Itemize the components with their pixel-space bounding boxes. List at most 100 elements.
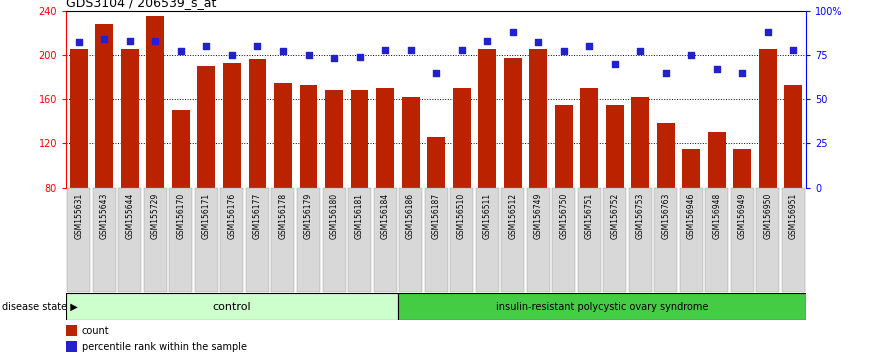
Point [710, 66, 724, 72]
Point [301, 52, 315, 58]
Text: GSM156176: GSM156176 [227, 193, 236, 239]
Text: GSM156950: GSM156950 [763, 193, 773, 239]
Point [582, 43, 596, 49]
Bar [348, 188, 371, 292]
Bar [374, 188, 396, 292]
Point [174, 48, 188, 54]
Text: insulin-resistant polycystic ovary syndrome: insulin-resistant polycystic ovary syndr… [496, 302, 708, 312]
Bar [223, 63, 241, 188]
Text: GSM156184: GSM156184 [381, 193, 389, 239]
Bar [66, 325, 78, 336]
Bar [70, 49, 88, 188]
Point [480, 38, 494, 44]
Point [225, 52, 239, 58]
Bar [197, 66, 215, 188]
Text: GSM155729: GSM155729 [151, 193, 159, 239]
Bar [476, 188, 499, 292]
Text: GSM156187: GSM156187 [432, 193, 440, 239]
Point [378, 47, 392, 52]
Bar [603, 188, 626, 292]
Bar [427, 137, 445, 188]
Text: GSM156948: GSM156948 [713, 193, 722, 239]
Text: GSM156177: GSM156177 [253, 193, 262, 239]
Bar [66, 293, 398, 320]
Bar [425, 188, 448, 292]
Bar [629, 188, 652, 292]
Bar [144, 188, 167, 292]
Bar [478, 49, 496, 188]
Text: GSM156749: GSM156749 [534, 193, 543, 239]
Text: GSM155643: GSM155643 [100, 193, 109, 239]
Text: GSM156186: GSM156186 [406, 193, 415, 239]
Bar [398, 293, 806, 320]
Bar [450, 188, 473, 292]
Bar [527, 188, 550, 292]
Text: GSM156511: GSM156511 [483, 193, 492, 239]
Bar [759, 49, 777, 188]
Bar [402, 97, 419, 188]
Bar [757, 188, 780, 292]
Text: GSM156753: GSM156753 [636, 193, 645, 239]
Text: GSM155644: GSM155644 [125, 193, 135, 239]
Bar [552, 188, 575, 292]
Bar [657, 124, 675, 188]
Text: percentile rank within the sample: percentile rank within the sample [82, 342, 247, 352]
Bar [271, 188, 294, 292]
Bar [453, 88, 470, 188]
Text: GSM156752: GSM156752 [611, 193, 619, 239]
Bar [606, 105, 624, 188]
Point [327, 56, 341, 61]
Point [761, 29, 775, 35]
Bar [632, 97, 649, 188]
Bar [581, 88, 598, 188]
Text: GSM156951: GSM156951 [788, 193, 798, 239]
Point [787, 47, 801, 52]
Point [633, 48, 648, 54]
Bar [731, 188, 754, 292]
Bar [322, 188, 345, 292]
Bar [248, 59, 266, 188]
Point [352, 54, 366, 59]
Bar [529, 49, 547, 188]
Point [250, 43, 264, 49]
Text: GSM155631: GSM155631 [74, 193, 84, 239]
Text: count: count [82, 326, 109, 336]
Bar [555, 105, 573, 188]
Bar [297, 188, 320, 292]
Text: GSM156750: GSM156750 [559, 193, 568, 239]
Text: control: control [212, 302, 251, 312]
Bar [376, 88, 394, 188]
Text: GSM156949: GSM156949 [737, 193, 747, 239]
Bar [683, 149, 700, 188]
Bar [146, 16, 165, 188]
Point [455, 47, 469, 52]
Bar [733, 149, 751, 188]
Text: GSM156751: GSM156751 [585, 193, 594, 239]
Text: GSM156180: GSM156180 [329, 193, 338, 239]
Point [403, 47, 418, 52]
Bar [784, 85, 803, 188]
Bar [707, 132, 726, 188]
Point [199, 43, 213, 49]
Bar [220, 188, 243, 292]
Text: GSM156178: GSM156178 [278, 193, 287, 239]
Text: GSM156512: GSM156512 [508, 193, 517, 239]
Point [685, 52, 699, 58]
Point [97, 36, 111, 42]
Bar [781, 188, 805, 292]
Bar [95, 24, 114, 188]
Text: disease state ▶: disease state ▶ [2, 302, 78, 312]
Point [122, 38, 137, 44]
Bar [93, 188, 115, 292]
Bar [578, 188, 601, 292]
Point [148, 38, 162, 44]
Bar [274, 82, 292, 188]
Bar [706, 188, 729, 292]
Bar [504, 58, 522, 188]
Text: GSM156170: GSM156170 [176, 193, 185, 239]
Point [608, 61, 622, 67]
Bar [351, 90, 368, 188]
Point [276, 48, 290, 54]
Bar [655, 188, 677, 292]
Bar [121, 49, 139, 188]
